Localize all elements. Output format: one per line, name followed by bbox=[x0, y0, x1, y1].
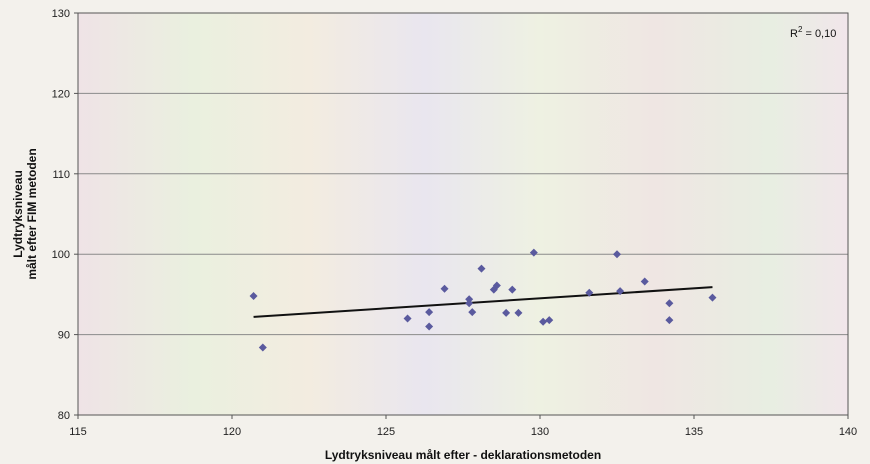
data-point bbox=[477, 264, 486, 273]
data-point bbox=[403, 314, 412, 323]
x-tick-label: 125 bbox=[377, 426, 395, 438]
r-squared-annotation: R2 = 0,10 bbox=[790, 25, 836, 40]
data-point bbox=[708, 293, 717, 302]
trendline bbox=[253, 286, 713, 318]
x-tick-label: 130 bbox=[531, 426, 549, 438]
plot-background bbox=[78, 13, 848, 415]
grid-lines bbox=[78, 92, 848, 336]
x-axis: 115 120 125 130 135 140 bbox=[69, 415, 857, 438]
data-point bbox=[440, 284, 449, 293]
x-tick-label: 120 bbox=[223, 426, 241, 438]
y-tick-label: 80 bbox=[58, 410, 70, 422]
data-point bbox=[425, 308, 434, 317]
data-point bbox=[465, 295, 474, 304]
data-point bbox=[665, 316, 674, 325]
data-point bbox=[492, 281, 501, 290]
data-point bbox=[585, 288, 594, 297]
y-axis: 80 90 100 110 120 130 bbox=[52, 8, 78, 422]
data-point bbox=[425, 322, 434, 331]
data-point bbox=[613, 250, 621, 259]
y-tick-label: 110 bbox=[52, 169, 70, 181]
data-point bbox=[258, 343, 267, 352]
data-point bbox=[616, 287, 625, 296]
data-point bbox=[545, 316, 554, 325]
data-point bbox=[514, 308, 523, 317]
y-tick-label: 100 bbox=[52, 249, 70, 261]
x-tick-label: 140 bbox=[839, 426, 857, 438]
y-axis-title: Lydtryksniveaumålt efter FIM metoden bbox=[11, 148, 39, 279]
x-axis-title: Lydtryksniveau målt efter - deklarations… bbox=[325, 448, 601, 462]
data-point bbox=[529, 248, 538, 257]
data-points bbox=[249, 248, 717, 352]
data-point bbox=[249, 292, 258, 301]
data-point bbox=[508, 285, 517, 294]
y-tick-label: 90 bbox=[58, 330, 70, 342]
data-point bbox=[502, 308, 511, 317]
y-tick-label: 120 bbox=[52, 88, 70, 100]
data-point bbox=[640, 277, 649, 286]
data-point bbox=[468, 308, 477, 317]
x-tick-label: 115 bbox=[69, 426, 87, 438]
data-point bbox=[665, 299, 674, 308]
y-tick-label: 130 bbox=[52, 8, 70, 20]
plot-area-border bbox=[77, 12, 849, 416]
x-tick-label: 135 bbox=[685, 426, 703, 438]
data-point bbox=[465, 299, 474, 308]
data-point bbox=[539, 317, 548, 326]
